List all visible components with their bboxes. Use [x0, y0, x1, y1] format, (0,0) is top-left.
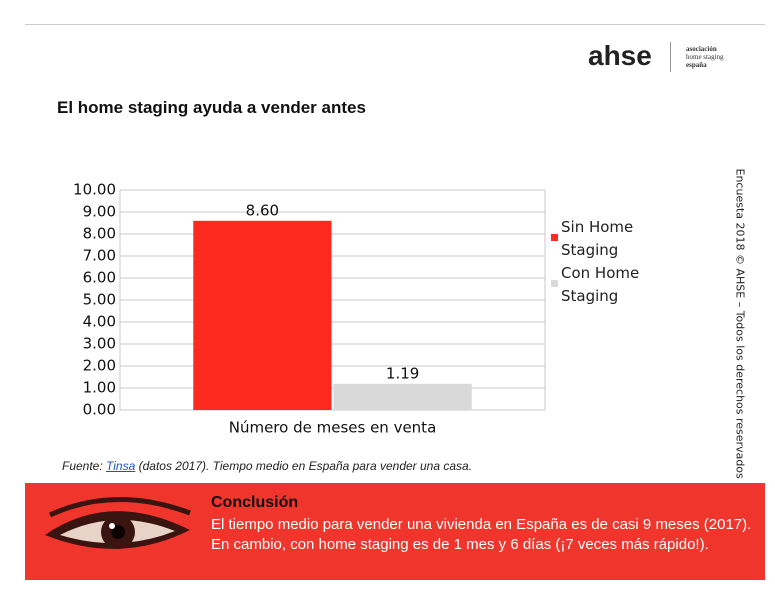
logo-line: home staging: [686, 53, 724, 61]
logo-text: asociación home staging españa: [686, 45, 724, 69]
eye-icon: [45, 497, 191, 549]
conclusion-title: Conclusión: [211, 494, 299, 511]
logo-divider: [670, 42, 671, 72]
source-rest: (datos 2017). Tiempo medio en España par…: [135, 459, 473, 473]
x-tick-label: Número de meses en venta: [229, 419, 437, 437]
legend-label: Con Home Staging: [561, 264, 640, 305]
y-tick-label: 0.00: [83, 401, 116, 419]
y-tick-label: 5.00: [83, 291, 116, 309]
y-tick-label: 9.00: [83, 203, 116, 221]
chart: 0.00 1.00 2.00 3.00 4.00 5.00 6.00 7.00 8.00 9.00…: [73, 181, 546, 437]
logo-line: españa: [686, 61, 707, 69]
y-tick-label: 3.00: [83, 335, 116, 353]
y-tick-label: 8.00: [83, 225, 116, 243]
bar: [193, 220, 332, 410]
data-label: 1.19: [386, 364, 419, 382]
data-label: 8.60: [246, 201, 279, 219]
conclusion-text: El tiempo medio para vender una vivienda…: [211, 516, 752, 553]
y-tick-label: 6.00: [83, 269, 116, 287]
y-tick-label: 2.00: [83, 357, 116, 375]
heading: El home staging ayuda a vender antes: [57, 98, 366, 117]
y-tick-label: 4.00: [83, 313, 116, 331]
source-prefix: Fuente:: [62, 459, 107, 473]
source: Fuente: Tinsa (datos 2017). Tiempo medio…: [62, 459, 472, 473]
logo-line: asociación: [686, 45, 717, 53]
logo-mark: ahse: [588, 40, 652, 71]
slide-edge: [25, 24, 765, 25]
source-link[interactable]: Tinsa: [106, 459, 136, 473]
conclusion-band: Conclusión El tiempo medio para vender u…: [25, 483, 765, 580]
legend-swatch: [551, 234, 558, 241]
y-tick-label: 10.00: [73, 181, 116, 199]
legend-swatch: [551, 280, 558, 287]
y-tick-label: 7.00: [83, 247, 116, 265]
bar: [333, 383, 472, 410]
y-tick-label: 1.00: [83, 379, 116, 397]
legend-label: Sin Home Staging: [561, 218, 634, 259]
